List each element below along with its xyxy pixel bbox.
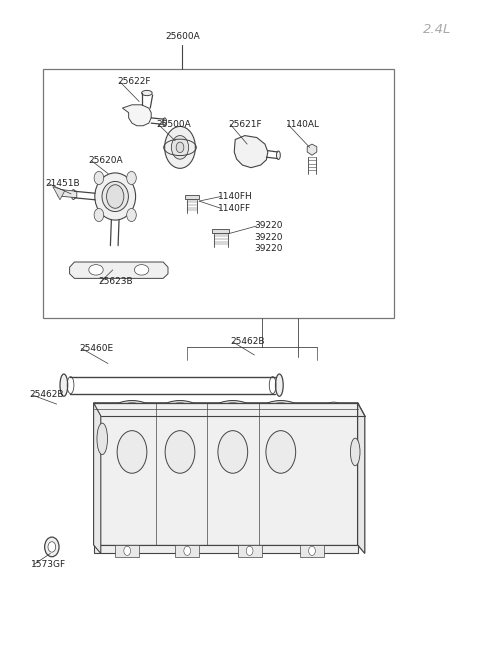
- Text: 2.4L: 2.4L: [422, 23, 451, 36]
- Circle shape: [94, 172, 104, 185]
- Ellipse shape: [215, 400, 251, 417]
- Polygon shape: [122, 105, 151, 126]
- Ellipse shape: [102, 181, 128, 212]
- Ellipse shape: [71, 190, 75, 200]
- Circle shape: [184, 546, 191, 555]
- Circle shape: [171, 136, 189, 159]
- Circle shape: [124, 546, 131, 555]
- Text: 25620A: 25620A: [89, 156, 123, 165]
- Circle shape: [127, 172, 136, 185]
- Ellipse shape: [162, 400, 198, 417]
- Ellipse shape: [263, 400, 299, 417]
- Ellipse shape: [167, 403, 193, 415]
- Polygon shape: [70, 262, 168, 278]
- Text: 25460E: 25460E: [79, 344, 113, 353]
- Text: 39220: 39220: [254, 221, 283, 231]
- Circle shape: [127, 208, 136, 221]
- Ellipse shape: [163, 118, 167, 126]
- Ellipse shape: [142, 90, 152, 96]
- Circle shape: [94, 208, 104, 221]
- Ellipse shape: [89, 265, 103, 275]
- Circle shape: [45, 537, 59, 557]
- Text: 1140FF: 1140FF: [218, 204, 252, 213]
- Text: 25600A: 25600A: [165, 31, 200, 41]
- Polygon shape: [94, 403, 365, 416]
- Text: 25462B: 25462B: [30, 390, 64, 400]
- Circle shape: [309, 546, 315, 555]
- Polygon shape: [185, 195, 199, 199]
- Ellipse shape: [97, 423, 108, 455]
- Text: 25462B: 25462B: [230, 337, 265, 346]
- Ellipse shape: [95, 173, 135, 220]
- Ellipse shape: [266, 431, 296, 473]
- Ellipse shape: [60, 374, 68, 396]
- Ellipse shape: [134, 265, 149, 275]
- Polygon shape: [94, 403, 101, 553]
- Ellipse shape: [114, 400, 150, 417]
- Ellipse shape: [324, 402, 343, 415]
- Ellipse shape: [218, 431, 248, 473]
- Text: 21451B: 21451B: [46, 179, 80, 188]
- Ellipse shape: [117, 431, 147, 473]
- Ellipse shape: [350, 438, 360, 466]
- Polygon shape: [358, 403, 365, 553]
- Text: 39220: 39220: [254, 233, 283, 242]
- Polygon shape: [300, 545, 324, 557]
- Ellipse shape: [276, 374, 283, 396]
- Circle shape: [48, 542, 56, 552]
- Text: 1573GF: 1573GF: [31, 560, 66, 569]
- Ellipse shape: [267, 403, 294, 415]
- Text: 39220: 39220: [254, 244, 283, 253]
- Text: 25623B: 25623B: [98, 277, 133, 286]
- Bar: [43, 69, 394, 318]
- Text: 1140FH: 1140FH: [218, 192, 253, 201]
- Ellipse shape: [119, 403, 145, 415]
- Ellipse shape: [276, 151, 280, 160]
- Text: 1140AL: 1140AL: [286, 120, 320, 129]
- Text: 25621F: 25621F: [228, 120, 262, 129]
- Polygon shape: [238, 545, 262, 557]
- Polygon shape: [58, 189, 77, 198]
- Polygon shape: [94, 545, 358, 553]
- Polygon shape: [175, 545, 199, 557]
- Ellipse shape: [165, 431, 195, 473]
- Circle shape: [176, 142, 184, 153]
- Polygon shape: [212, 229, 229, 233]
- Circle shape: [246, 546, 253, 555]
- Polygon shape: [53, 187, 65, 200]
- Polygon shape: [307, 144, 317, 155]
- Circle shape: [107, 185, 124, 208]
- Text: 25622F: 25622F: [118, 77, 151, 86]
- Polygon shape: [115, 545, 139, 557]
- Polygon shape: [94, 403, 358, 545]
- Circle shape: [165, 126, 195, 168]
- Text: 25500A: 25500A: [156, 120, 191, 129]
- Ellipse shape: [219, 403, 246, 415]
- Polygon shape: [234, 136, 268, 168]
